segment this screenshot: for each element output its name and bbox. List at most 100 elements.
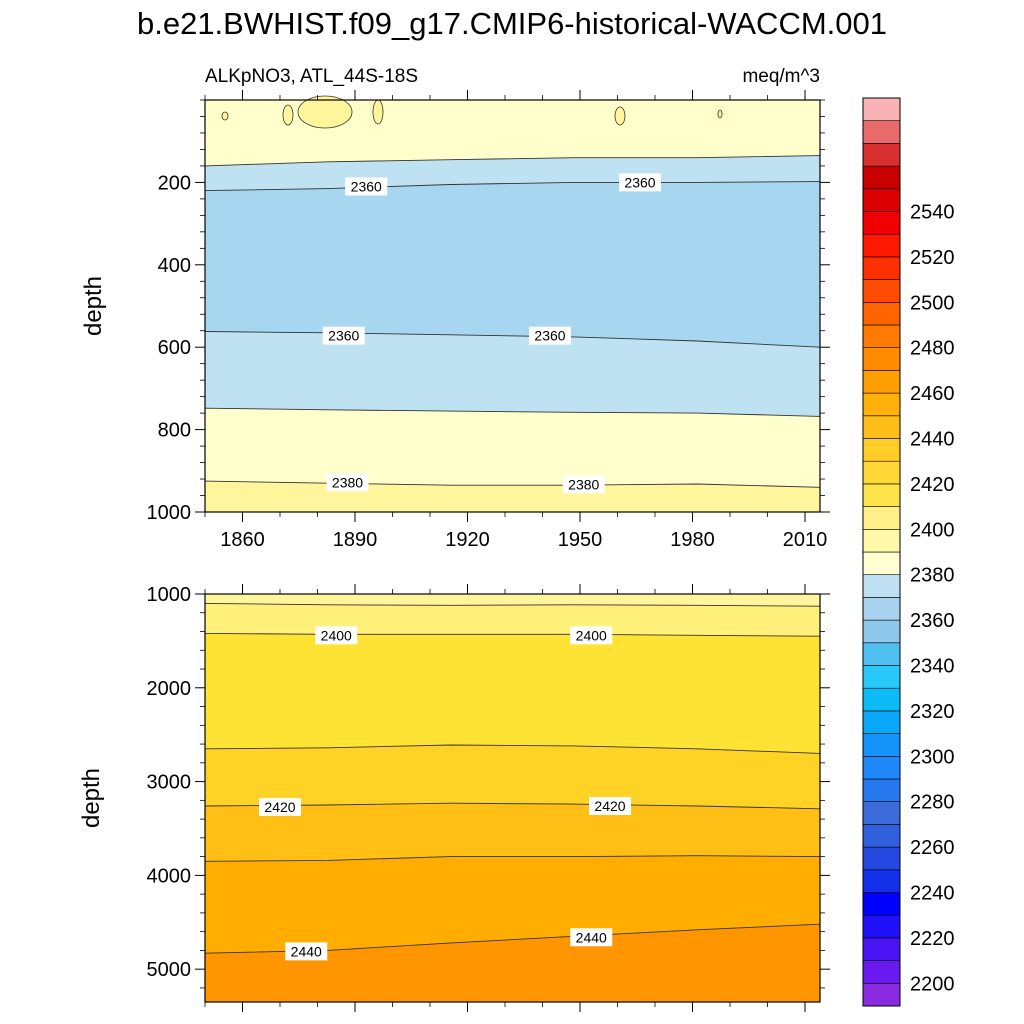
contour-line bbox=[204, 331, 821, 348]
colorbar-swatch bbox=[862, 892, 901, 916]
colorbar-label: 2300 bbox=[910, 746, 955, 768]
contour-label: 2380 bbox=[332, 474, 363, 490]
colorbar-swatch bbox=[862, 279, 901, 303]
y-tick-label: 400 bbox=[158, 255, 191, 277]
colorbar-swatch bbox=[862, 846, 901, 871]
contour-label-bg bbox=[562, 475, 605, 494]
y-tick-label: 1000 bbox=[147, 502, 192, 524]
colorbar-label: 2480 bbox=[910, 338, 955, 360]
y-tick-label: 200 bbox=[158, 172, 191, 194]
colorbar-swatch bbox=[862, 551, 901, 576]
contour-label: 2360 bbox=[351, 179, 382, 195]
colorbar-frame bbox=[862, 97, 901, 1007]
colorbar-swatch bbox=[862, 165, 901, 190]
contour-line bbox=[204, 155, 821, 167]
colorbar: 2200 2220 2240 2260 2280 2300 2320 2340 2360 2380… bbox=[862, 97, 955, 1007]
contour-label: 2420 bbox=[264, 799, 295, 815]
variable-label: ALKpNO3, ATL_44S-18S bbox=[205, 66, 418, 87]
colorbar-swatch bbox=[862, 824, 901, 848]
contour-line bbox=[204, 407, 821, 417]
colorbar-swatch bbox=[862, 347, 901, 371]
colorbar-swatch bbox=[862, 665, 901, 689]
colorbar-swatch bbox=[862, 642, 901, 666]
contour-label-bg bbox=[259, 797, 301, 816]
y-tick-label: 4000 bbox=[147, 865, 192, 887]
colorbar-label: 2440 bbox=[910, 429, 955, 451]
contour-label: 2360 bbox=[534, 328, 565, 344]
colorbar-swatch bbox=[862, 733, 901, 757]
colorbar-swatch bbox=[862, 914, 901, 939]
contour-label: 2440 bbox=[576, 929, 607, 945]
colorbar-label: 2340 bbox=[910, 656, 955, 678]
colorbar-label: 2420 bbox=[910, 474, 955, 496]
units-label: meq/m^3 bbox=[742, 66, 820, 87]
colorbar-swatch bbox=[862, 506, 901, 530]
lower-panel: 2400 2400 2420 2420 2440 2440 1000 2000 3000 4000… bbox=[147, 584, 830, 1012]
contour-line bbox=[204, 802, 821, 810]
contour-label: 2400 bbox=[576, 627, 607, 643]
x-tick-label: 1950 bbox=[558, 529, 603, 551]
contour-label-bg bbox=[589, 796, 631, 815]
colorbar-label: 2280 bbox=[910, 792, 955, 814]
colorbar-label: 2320 bbox=[910, 701, 955, 723]
contour-label: 2380 bbox=[568, 476, 599, 492]
contour-label-bg bbox=[322, 326, 365, 345]
contour-label-bg bbox=[570, 626, 613, 645]
colorbar-swatch bbox=[862, 960, 901, 984]
main-title: b.e21.BWHIST.f09_g17.CMIP6-historical-WA… bbox=[137, 6, 887, 41]
contour-label-bg bbox=[529, 326, 571, 345]
plot-frame bbox=[204, 593, 821, 1003]
colorbar-swatch bbox=[862, 301, 901, 326]
contour-label: 2400 bbox=[321, 627, 352, 643]
colorbar-swatch bbox=[862, 528, 901, 553]
contour-label: 2360 bbox=[624, 174, 655, 190]
y-tick-label: 2000 bbox=[147, 678, 192, 700]
x-tick-label: 2010 bbox=[783, 529, 828, 551]
colorbar-label: 2240 bbox=[910, 883, 955, 905]
colorbar-swatch bbox=[862, 415, 901, 439]
y-tick-label: 1000 bbox=[147, 584, 192, 606]
contour-label-bg bbox=[315, 626, 358, 645]
colorbar-label: 2400 bbox=[910, 519, 955, 541]
upper-panel: 2360 2360 2360 2360 2380 2380 200 400 600 800 1000… bbox=[147, 90, 830, 551]
x-tick-label: 1980 bbox=[670, 529, 715, 551]
contour-patch bbox=[221, 111, 229, 121]
colorbar-label: 2360 bbox=[910, 610, 955, 632]
colorbar-swatch bbox=[862, 574, 901, 598]
contour-label-bg bbox=[570, 928, 613, 947]
fill-band bbox=[205, 924, 820, 1002]
y-tick-label: 3000 bbox=[147, 772, 192, 794]
colorbar-swatch bbox=[862, 755, 901, 780]
contour-patch bbox=[614, 106, 626, 126]
contour-label: 2440 bbox=[291, 943, 322, 959]
fill-band bbox=[205, 481, 820, 512]
contour-label-bg bbox=[285, 942, 328, 961]
y-tick-label: 600 bbox=[158, 337, 191, 359]
colorbar-label: 2500 bbox=[910, 292, 955, 314]
upper-ylabel: depth bbox=[80, 276, 107, 336]
contour-label-bg bbox=[326, 473, 369, 492]
colorbar-swatch bbox=[862, 982, 901, 1007]
colorbar-label: 2200 bbox=[910, 973, 955, 995]
contour-label-bg bbox=[619, 173, 661, 192]
colorbar-swatch bbox=[862, 392, 901, 417]
colorbar-swatch bbox=[862, 143, 901, 167]
contour-line bbox=[204, 632, 821, 637]
contour-line bbox=[204, 855, 821, 862]
colorbar-label: 2220 bbox=[910, 928, 955, 950]
colorbar-swatch bbox=[862, 120, 901, 144]
colorbar-label: 2380 bbox=[910, 565, 955, 587]
colorbar-label: 2460 bbox=[910, 383, 955, 405]
contour-line bbox=[204, 480, 821, 488]
colorbar-swatch bbox=[862, 483, 901, 507]
colorbar-swatch bbox=[862, 370, 901, 394]
colorbar-swatch bbox=[862, 869, 901, 893]
x-tick-label: 1920 bbox=[445, 529, 490, 551]
colorbar-swatch bbox=[862, 97, 901, 122]
colorbar-swatch bbox=[862, 233, 901, 258]
contour-label-bg bbox=[345, 177, 388, 196]
colorbar-swatch bbox=[862, 778, 901, 803]
x-tick-label: 1860 bbox=[220, 529, 265, 551]
colorbar-swatch bbox=[862, 460, 901, 485]
colorbar-label: 2260 bbox=[910, 837, 955, 859]
